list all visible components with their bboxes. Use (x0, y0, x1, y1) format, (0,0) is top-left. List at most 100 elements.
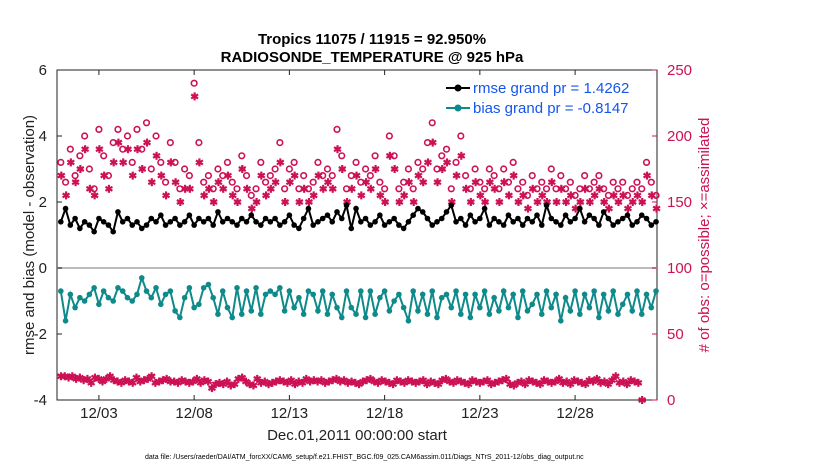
rmse-point (448, 202, 455, 209)
x-tick-label: 12/08 (175, 405, 213, 422)
assimilated-count-marker (142, 138, 152, 147)
assimilated-count-marker (481, 198, 490, 206)
possible-count-marker (271, 165, 279, 173)
rmse-point (300, 215, 307, 222)
rmse-point (210, 222, 216, 228)
rmse-point (443, 209, 450, 215)
possible-count-marker (195, 139, 203, 147)
possible-count-marker (395, 185, 403, 193)
rmse-point (338, 215, 345, 222)
assimilated-count-marker (190, 92, 199, 101)
possible-count-marker (538, 178, 546, 186)
rmse-point (429, 222, 436, 228)
legend-rmse-label: rmse grand pr = 1.4262 (473, 80, 629, 97)
bias-point (148, 294, 155, 301)
rmse-point (158, 212, 164, 218)
assimilated-count-marker (576, 198, 585, 206)
rmse-point (362, 215, 369, 222)
rmse-point (634, 219, 640, 225)
assimilated-count-marker (242, 184, 252, 193)
assimilated-count-marker (533, 198, 542, 206)
possible-count-marker (471, 165, 479, 173)
assimilated-count-marker (262, 191, 271, 200)
possible-count-marker (352, 158, 360, 166)
rmse-point (615, 219, 621, 225)
possible-count-marker (371, 152, 379, 160)
rmse-point (267, 219, 274, 225)
bias-point (605, 308, 612, 314)
bias-point (572, 288, 578, 294)
rmse-point (372, 219, 378, 225)
possible-count-marker (166, 139, 174, 147)
assimilated-count-marker (466, 198, 475, 206)
possible-count-marker (300, 172, 308, 180)
rmse-point (486, 222, 493, 228)
bias-point (429, 288, 436, 294)
possible-count-marker (566, 178, 574, 186)
assimilated-count-marker (95, 145, 104, 154)
assimilated-count-marker (281, 198, 290, 206)
bias-point (143, 288, 150, 294)
possible-count-marker (409, 185, 417, 193)
bias-point (467, 314, 474, 321)
possible-count-marker (595, 172, 603, 180)
bias-point (634, 288, 640, 294)
assimilated-count-marker (57, 171, 66, 180)
possible-count-marker (490, 172, 498, 180)
assimilated-count-marker (347, 184, 356, 193)
bias-point (448, 304, 455, 311)
possible-count-marker (119, 145, 127, 153)
possible-count-marker (147, 165, 155, 173)
bias-point (200, 285, 207, 291)
bias-point (377, 294, 383, 301)
possible-count-marker (142, 119, 151, 127)
bias-point (338, 314, 345, 321)
assimilated-count-marker (285, 178, 294, 187)
rmse-point (224, 215, 231, 222)
rmse-point (453, 219, 459, 225)
low-possible-markers (56, 372, 647, 404)
rmse-point (577, 205, 583, 212)
rmse-point (548, 215, 555, 222)
assimilated-count-marker (600, 198, 609, 206)
assimilated-count-marker (123, 145, 133, 154)
rmse-point (405, 219, 412, 225)
bias-point (300, 311, 307, 318)
assimilated-count-marker (638, 198, 647, 206)
rmse-point (505, 212, 512, 218)
possible-count-marker (114, 125, 122, 133)
possible-count-marker (285, 165, 293, 173)
possible-count-marker (547, 165, 555, 173)
possible-count-marker (609, 178, 617, 186)
assimilated-count-marker (352, 171, 361, 180)
rmse-point (538, 222, 545, 228)
bias-point (181, 294, 188, 301)
rmse-point (496, 219, 502, 225)
x-tick-label: 12/03 (80, 405, 118, 422)
bias-point (315, 308, 321, 314)
rmse-point (462, 222, 469, 228)
assimilated-count-marker (133, 145, 142, 154)
possible-count-marker (81, 132, 89, 140)
assimilated-count-marker (238, 165, 247, 173)
possible-count-marker (123, 132, 132, 140)
possible-count-marker (461, 172, 470, 180)
rmse-point (129, 222, 136, 228)
series-lines (58, 201, 659, 324)
rmse-point (586, 212, 593, 218)
bias-point (400, 304, 407, 311)
rmse-point (624, 212, 631, 218)
bias-point (367, 288, 374, 294)
assimilated-count-marker (647, 191, 656, 200)
bias-point (543, 288, 550, 294)
assimilated-count-marker (214, 178, 223, 187)
bias-point (391, 298, 397, 304)
bias-point (386, 308, 393, 314)
possible-count-marker (447, 185, 455, 193)
rmse-point (581, 219, 588, 225)
possible-count-marker (157, 158, 165, 166)
assimilated-count-marker (166, 158, 175, 167)
low-count-marker (638, 396, 647, 404)
possible-count-marker (76, 152, 84, 160)
rmse-point (510, 219, 516, 225)
